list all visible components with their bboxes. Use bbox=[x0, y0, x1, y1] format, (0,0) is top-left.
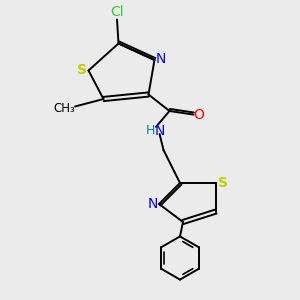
Text: N: N bbox=[156, 52, 166, 66]
Text: N: N bbox=[147, 197, 158, 211]
Text: S: S bbox=[77, 64, 88, 77]
Text: Cl: Cl bbox=[110, 5, 124, 19]
Text: O: O bbox=[194, 108, 204, 122]
Text: S: S bbox=[218, 176, 228, 190]
Text: CH₃: CH₃ bbox=[54, 101, 75, 115]
Text: H: H bbox=[145, 124, 155, 137]
Text: N: N bbox=[154, 124, 165, 137]
